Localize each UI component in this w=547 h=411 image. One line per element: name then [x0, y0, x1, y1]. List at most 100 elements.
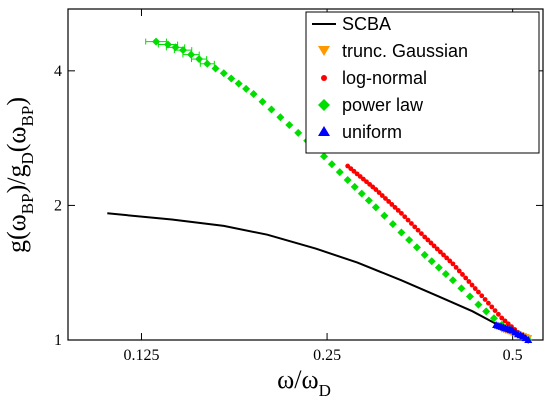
- data-point: [376, 190, 382, 195]
- data-point: [457, 284, 466, 293]
- x-tick-label: 0.125: [123, 347, 159, 364]
- data-point: [460, 272, 465, 277]
- data-point: [482, 297, 488, 302]
- series-log-normal: [345, 163, 531, 343]
- data-point: [472, 286, 478, 291]
- data-point: [486, 300, 491, 306]
- data-point: [420, 250, 429, 259]
- data-point: [425, 237, 431, 243]
- data-point: [444, 255, 450, 261]
- legend-swatch-power-law: [318, 99, 330, 111]
- data-point: [388, 220, 397, 229]
- data-point: [453, 265, 459, 270]
- data-point: [466, 279, 472, 284]
- data-point: [335, 168, 344, 177]
- data-point: [465, 292, 474, 301]
- data-point: [463, 275, 469, 281]
- data-point: [357, 189, 366, 198]
- data-point: [489, 304, 495, 310]
- legend: SCBA trunc. Gaussian log-normal power la…: [305, 11, 540, 154]
- data-point: [187, 50, 196, 59]
- data-point: [392, 205, 398, 210]
- data-point: [195, 55, 204, 64]
- data-point: [479, 293, 485, 299]
- legend-label-power-law: power law: [342, 95, 424, 115]
- data-point: [450, 261, 456, 267]
- legend-label-log-normal: log-normal: [342, 68, 427, 88]
- y-tick-label: 4: [54, 63, 62, 80]
- data-point: [405, 235, 414, 244]
- data-point: [422, 234, 428, 240]
- data-point: [171, 43, 180, 52]
- data-point: [242, 84, 251, 93]
- data-point: [405, 217, 411, 223]
- y-axis-label: g(ωBP)/gD(ωBP): [2, 97, 37, 253]
- data-point: [371, 203, 380, 212]
- data-point: [402, 214, 408, 220]
- data-point: [492, 308, 498, 313]
- series-layer: [107, 37, 533, 344]
- x-tick-label: 0.5: [503, 347, 523, 364]
- ticks: 0.125 0.25 0.5 1 2 4: [54, 9, 543, 364]
- data-point: [476, 289, 481, 295]
- plot-frame: [67, 8, 544, 341]
- series-line: [107, 212, 529, 341]
- data-point: [502, 318, 508, 324]
- data-point: [343, 175, 352, 184]
- data-point: [434, 263, 443, 272]
- data-point: [203, 59, 212, 68]
- data-point: [373, 187, 379, 192]
- data-point: [179, 46, 188, 55]
- data-point: [456, 268, 462, 274]
- data-point: [152, 37, 161, 46]
- data-point: [350, 182, 359, 191]
- data-point: [389, 202, 395, 207]
- data-point: [441, 252, 446, 258]
- data-point: [320, 152, 329, 161]
- data-point: [258, 97, 267, 106]
- data-point: [379, 193, 385, 198]
- data-point: [211, 64, 220, 73]
- legend-swatch-trunc-gaussian: [318, 46, 330, 56]
- y-tick-label: 2: [54, 197, 62, 214]
- series-uniform: [492, 321, 533, 343]
- data-point: [427, 257, 436, 266]
- data-point: [227, 74, 236, 83]
- data-point: [428, 240, 434, 246]
- data-point: [482, 307, 491, 316]
- data-point: [505, 321, 511, 327]
- data-point: [397, 228, 406, 237]
- data-point: [434, 246, 440, 252]
- x-tick-label: 0.25: [313, 347, 341, 364]
- data-point: [267, 105, 276, 114]
- x-axis-label: ω/ωD: [277, 365, 331, 400]
- legend-box: [305, 11, 540, 154]
- data-point: [412, 224, 418, 230]
- legend-label-uniform: uniform: [342, 122, 402, 142]
- data-point: [327, 160, 336, 169]
- series-scba: [107, 212, 529, 341]
- data-point: [285, 121, 294, 130]
- data-point: [276, 113, 285, 122]
- data-point: [294, 128, 303, 137]
- data-point: [495, 311, 501, 317]
- legend-swatch-uniform: [318, 126, 330, 136]
- data-point: [431, 243, 437, 249]
- data-point: [437, 249, 443, 255]
- y-tick-label: 1: [54, 332, 62, 349]
- data-point: [249, 90, 258, 99]
- data-point: [524, 336, 533, 343]
- data-point: [415, 227, 421, 233]
- data-point: [412, 243, 421, 252]
- data-point: [364, 196, 373, 205]
- data-point: [380, 211, 389, 220]
- data-point: [474, 300, 483, 309]
- data-point: [447, 258, 453, 264]
- legend-label-scba: SCBA: [342, 14, 391, 34]
- data-point: [418, 231, 424, 236]
- data-point: [234, 79, 243, 88]
- data-point: [383, 196, 388, 201]
- data-point: [219, 69, 228, 78]
- data-point: [441, 269, 450, 278]
- legend-label-trunc-gaussian: trunc. Gaussian: [342, 41, 468, 61]
